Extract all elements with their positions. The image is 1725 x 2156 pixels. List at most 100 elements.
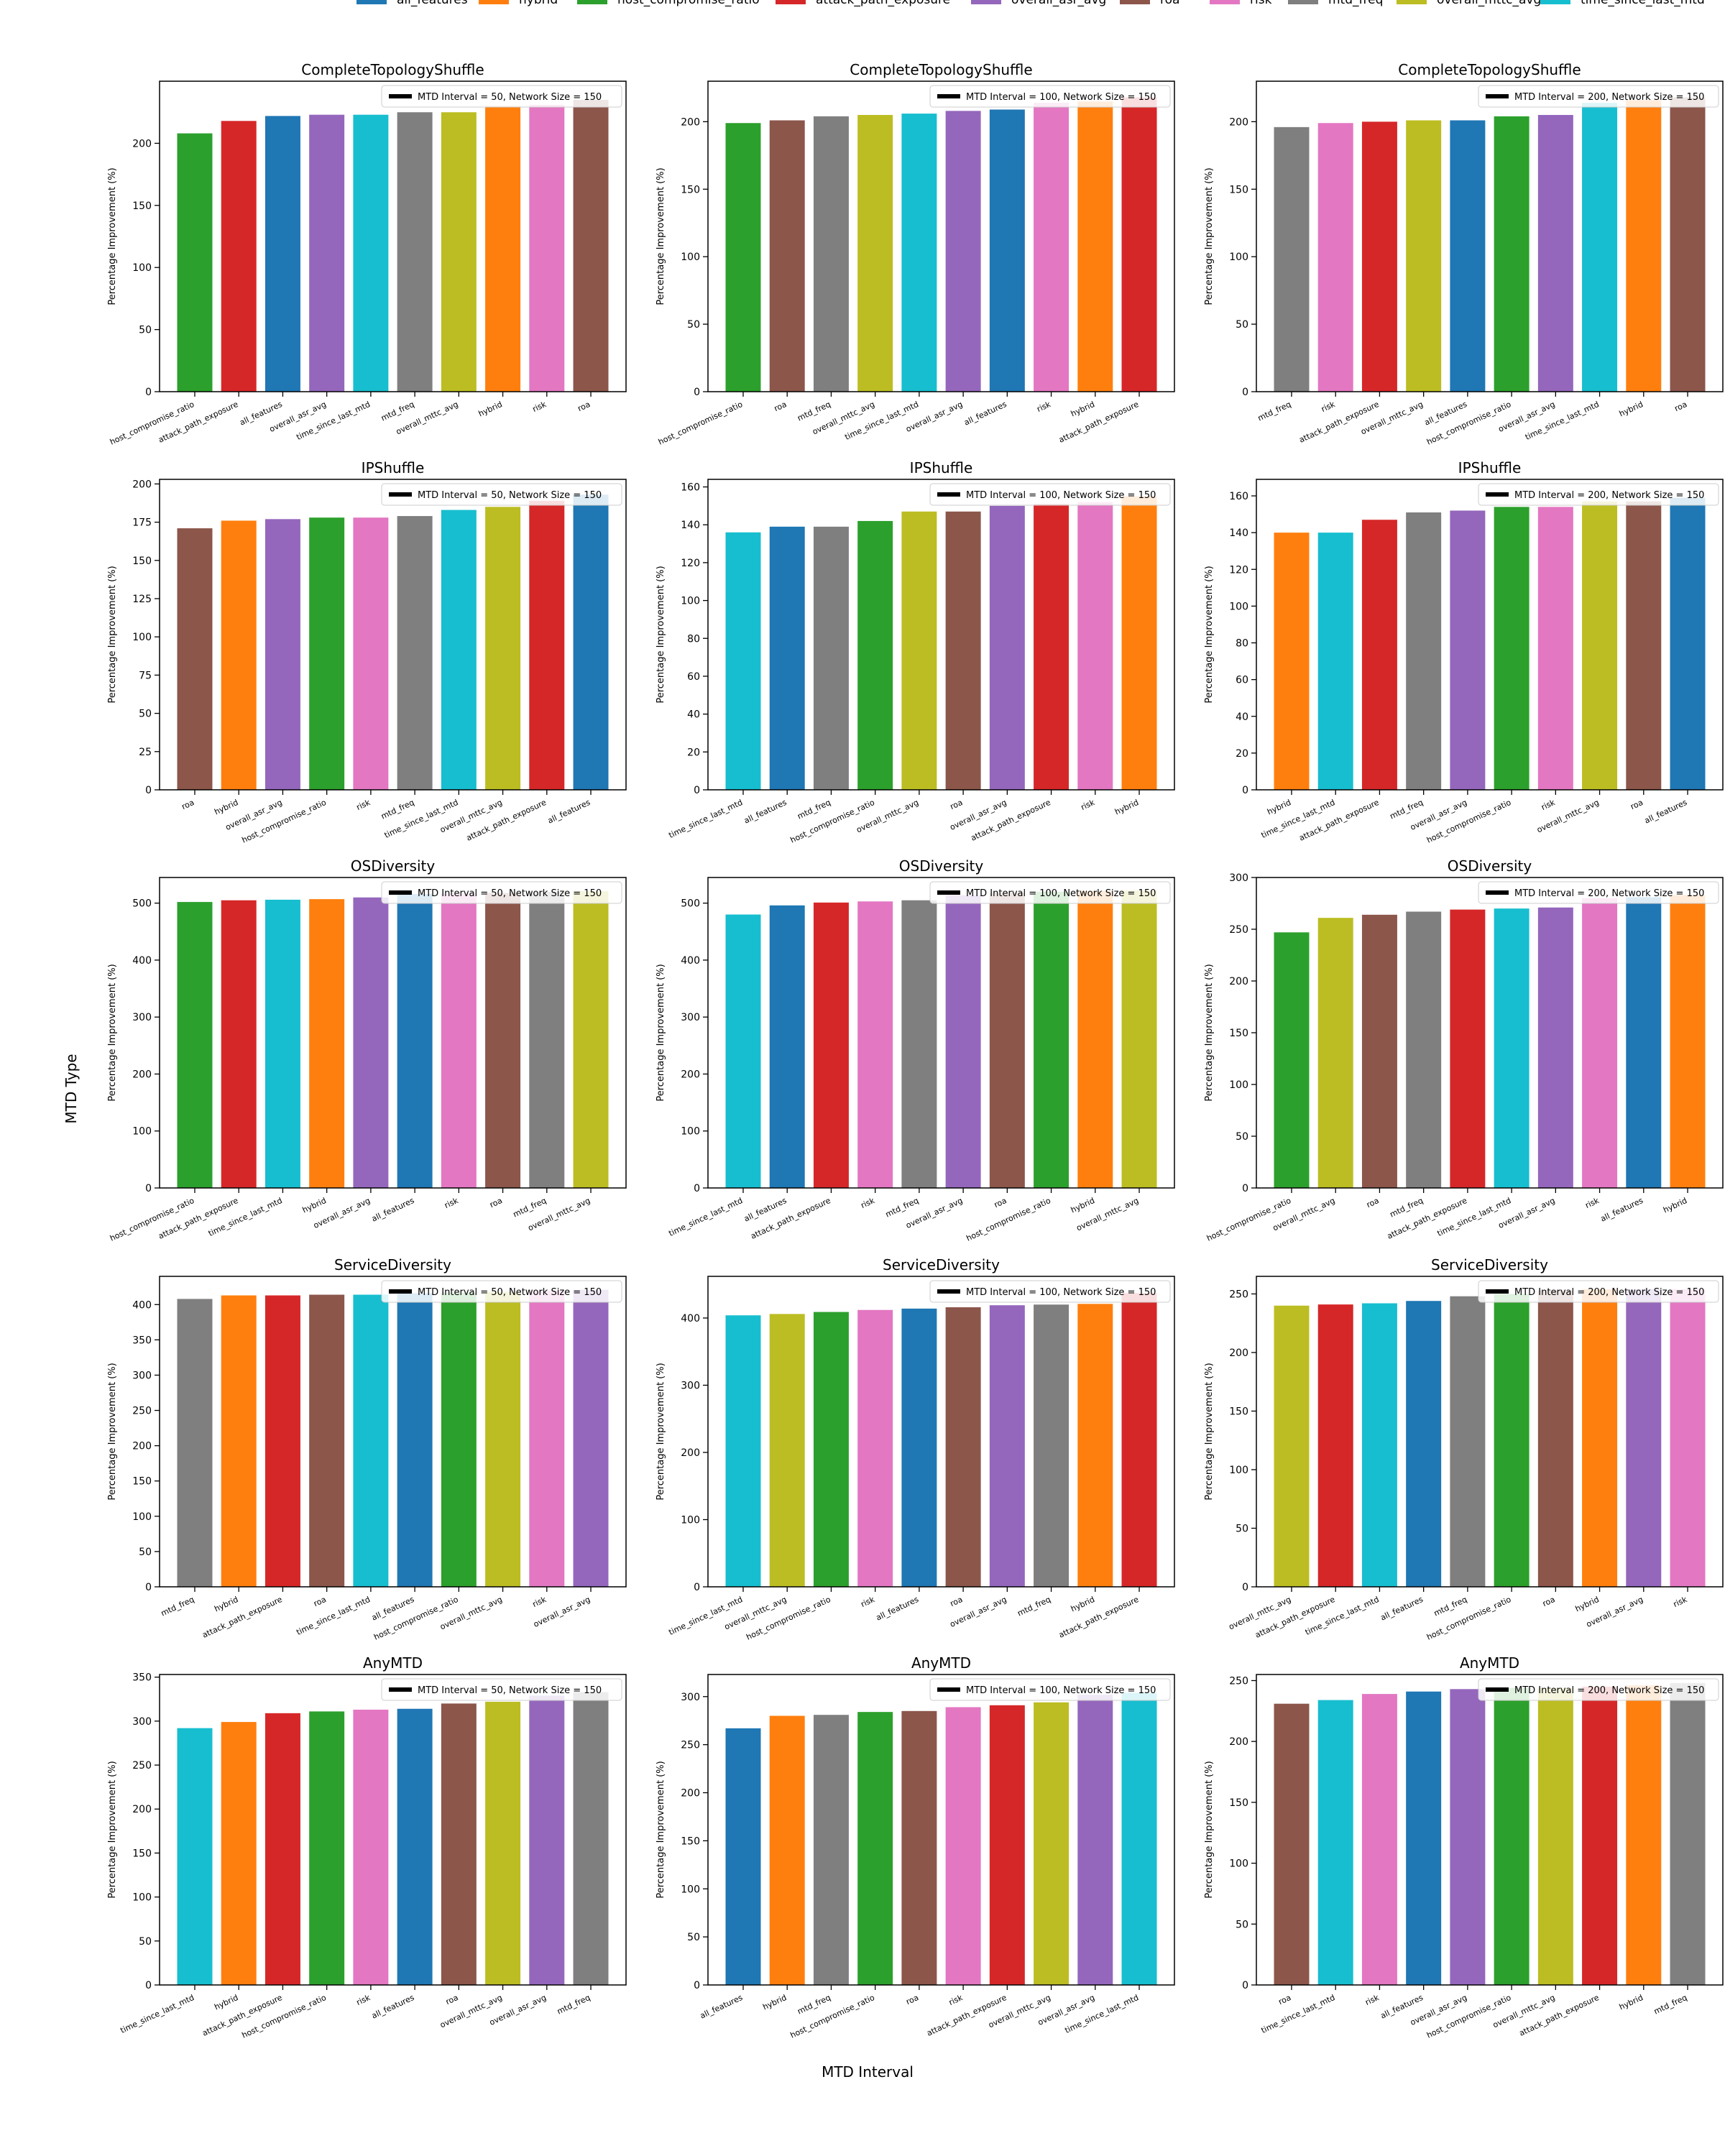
y-tick-label: 160: [1229, 491, 1248, 502]
x-tick-label: mtd_freq: [1652, 1993, 1688, 2017]
x-tick-label: hybrid: [1070, 1595, 1096, 1614]
y-tick-label: 0: [145, 1582, 152, 1593]
y-tick-label: 0: [145, 785, 152, 796]
legend-swatch: [479, 0, 509, 4]
bar: [485, 1291, 521, 1587]
x-tick-label: attack_path_exposure: [1297, 798, 1380, 843]
bar: [441, 510, 477, 790]
chart-title: CompleteTopologyShuffle: [1398, 61, 1581, 78]
x-tick-label: risk: [1320, 400, 1337, 414]
chart-title: AnyMTD: [911, 1654, 971, 1672]
bar: [989, 505, 1025, 790]
y-tick-label: 20: [687, 747, 700, 758]
bar: [441, 112, 477, 392]
bar: [989, 1705, 1025, 1985]
y-axis-label: Percentage Improvement (%): [107, 566, 118, 703]
chart-legend-box: [381, 85, 622, 108]
y-tick-label: 80: [1236, 638, 1248, 650]
bar: [1494, 1687, 1530, 1985]
bar: [1361, 520, 1397, 790]
chart-legend-box: [929, 881, 1171, 904]
bar: [573, 1692, 609, 1985]
x-tick-label: roa: [949, 798, 965, 811]
x-tick-label: hybrid: [1070, 400, 1096, 419]
bar: [857, 114, 893, 392]
axes-frame: [159, 1674, 627, 1986]
chart-legend-label: MTD Interval = 50, Network Size = 150: [418, 490, 602, 501]
x-tick-label: hybrid: [1662, 1196, 1688, 1215]
x-tick-label: risk: [355, 798, 372, 812]
x-tick-label: host_compromise_ratio: [789, 798, 877, 845]
bar: [264, 899, 300, 1188]
bar: [1537, 114, 1573, 392]
x-tick-label: mtd_freq: [1389, 1196, 1425, 1220]
x-tick-label: attack_path_exposure: [1057, 400, 1140, 445]
y-axis-label: Percentage Improvement (%): [656, 566, 666, 703]
bar: [221, 1295, 257, 1587]
y-tick-label: 50: [139, 1547, 152, 1558]
x-tick-label: time_since_last_mtd: [1436, 1196, 1513, 1238]
chart-legend-box: [381, 1678, 622, 1701]
axes-frame: [707, 1276, 1175, 1588]
axes-frame: [1256, 1276, 1724, 1588]
chart-panel: OSDiversity host_compromise_ratioattack_p…: [107, 857, 627, 1243]
x-tick-label: time_since_last_mtd: [1304, 1595, 1381, 1637]
y-tick-label: 0: [1242, 1980, 1248, 1991]
bars-group: [1274, 1682, 1706, 1985]
chart-title: OSDiversity: [351, 857, 436, 875]
y-tick-label: 350: [132, 1335, 152, 1346]
axes-frame: [1256, 479, 1724, 791]
bar: [177, 902, 213, 1188]
bar: [1626, 1685, 1662, 1985]
bar: [989, 1305, 1025, 1587]
x-tick-label: host_compromise_ratio: [1425, 400, 1513, 447]
panels-grid: CompleteTopologyShuffle host_compromise_r…: [107, 61, 1724, 2040]
bar: [177, 133, 213, 392]
x-tick-label: attack_path_exposure: [749, 1196, 832, 1241]
chart-legend-label: MTD Interval = 100, Network Size = 150: [966, 92, 1156, 103]
chart-legend-label: MTD Interval = 100, Network Size = 150: [966, 1685, 1156, 1696]
chart-legend-label: MTD Interval = 100, Network Size = 150: [966, 888, 1156, 899]
x-tick-label: time_since_last_mtd: [295, 1595, 372, 1637]
x-tick-label: time_since_last_mtd: [119, 1993, 196, 2035]
x-tick-label: attack_path_exposure: [1254, 1595, 1336, 1640]
bar: [857, 1309, 893, 1587]
bar: [1361, 914, 1397, 1188]
y-tick-label: 0: [694, 785, 700, 796]
figure-y-label: MTD Type: [63, 1054, 80, 1123]
legend-label: time_since_last_mtd: [1581, 0, 1705, 7]
bar: [1317, 533, 1353, 790]
y-tick-label: 0: [1242, 785, 1248, 796]
x-tick-label: hybrid: [1618, 400, 1644, 419]
bar: [309, 114, 345, 392]
y-tick-label: 200: [681, 1447, 700, 1459]
y-tick-label: 250: [1229, 1289, 1248, 1300]
x-tick-label: risk: [531, 1595, 548, 1609]
chart-legend-label: MTD Interval = 200, Network Size = 150: [1514, 888, 1704, 899]
bar: [901, 114, 937, 392]
x-tick-label: risk: [1583, 1196, 1601, 1210]
bar: [309, 1294, 345, 1587]
bar: [441, 893, 477, 1188]
chart-panel: OSDiversitytime_since_last_mtdall_featur…: [656, 857, 1175, 1243]
x-tick-label: all_features: [742, 798, 788, 826]
y-tick-label: 20: [1236, 748, 1248, 760]
bar: [309, 1711, 345, 1985]
chart-panel: ServiceDiversity mtd_freq hybridattack_pat…: [107, 1256, 627, 1642]
y-tick-label: 200: [681, 116, 700, 128]
bar: [1670, 1289, 1706, 1587]
bar: [221, 1722, 257, 1985]
x-tick-label: mtd_freq: [512, 1196, 548, 1220]
y-tick-label: 100: [1229, 1858, 1248, 1870]
bar: [1670, 895, 1706, 1188]
x-tick-label: hybrid: [1266, 798, 1292, 817]
y-tick-label: 250: [681, 1740, 700, 1751]
bar: [221, 900, 257, 1188]
chart-legend-box: [929, 1280, 1171, 1303]
x-tick-label: risk: [531, 400, 548, 414]
axes-frame: [159, 877, 627, 1189]
y-tick-label: 100: [681, 252, 700, 263]
bar: [1317, 123, 1353, 392]
x-tick-label: host_compromise_ratio: [1425, 798, 1513, 845]
bar: [1034, 103, 1070, 392]
